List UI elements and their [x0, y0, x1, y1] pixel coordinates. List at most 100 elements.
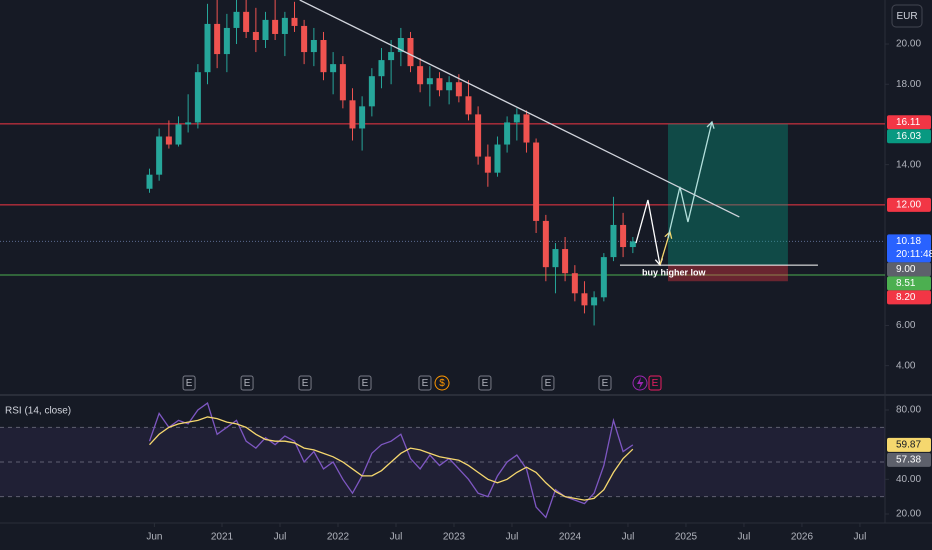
rsi-line [149, 416, 634, 501]
rsi-title: RSI (14, close) [5, 406, 71, 417]
candle-body [397, 37, 404, 53]
event-label: E [602, 378, 609, 389]
candle-body [610, 224, 617, 258]
candle-body [562, 249, 569, 274]
event-icon [478, 375, 492, 391]
price-tag-label: 10.18 [896, 236, 921, 247]
candle-body [194, 72, 201, 123]
x-tick-label: Jul [506, 532, 519, 543]
rsi-pane [0, 402, 885, 519]
arrow-head [706, 120, 715, 129]
candle-body [484, 156, 491, 173]
x-tick-label: 2023 [443, 532, 466, 543]
event-icon [358, 375, 372, 391]
candle-body [591, 297, 598, 306]
candle-body [417, 66, 424, 85]
event-icon [182, 375, 196, 391]
value-tag [887, 437, 931, 452]
y-tick-label: 14.00 [896, 159, 921, 170]
price-tag [887, 234, 931, 263]
price-tag [887, 276, 931, 291]
candle-body [504, 122, 511, 145]
price-tag [887, 262, 931, 277]
candle-body [455, 82, 462, 97]
candle-body [301, 25, 308, 53]
candle-body [214, 23, 221, 55]
currency[interactable]: EUR [896, 11, 917, 22]
candle-body [252, 31, 259, 41]
currency-button[interactable] [891, 4, 923, 28]
x-tick-label: 2024 [559, 532, 582, 543]
x-tick-label: 2022 [327, 532, 350, 543]
value-tag-label: 59.87 [896, 440, 921, 451]
price-tag [887, 129, 931, 144]
price-tag-label: 16.11 [896, 117, 921, 128]
rsi-band-fill [0, 427, 885, 497]
event-label: E [302, 378, 309, 389]
event-icon [418, 375, 432, 391]
x-tick-label: 2025 [675, 532, 698, 543]
x-tick-label: 2021 [211, 532, 234, 543]
event-label: E [422, 378, 429, 389]
x-tick-label: Jul [390, 532, 403, 543]
candle-body [320, 40, 327, 73]
event-icon [541, 375, 555, 391]
event-icon [598, 375, 612, 391]
candle-body [446, 82, 453, 91]
projection [667, 121, 713, 239]
y-tick-label: 20.00 [896, 39, 921, 50]
candle-body [542, 220, 549, 268]
candle-body [581, 293, 588, 306]
price-tag-label: 8.20 [896, 292, 916, 303]
price-tag-label: 8.51 [896, 278, 916, 289]
candle-body [494, 144, 501, 173]
candle-body [620, 224, 627, 248]
event-label: $ [439, 378, 445, 389]
candle-body [233, 11, 240, 28]
candle-body [600, 257, 607, 298]
price-tag-label: 16.03 [896, 131, 921, 142]
candle-body [629, 241, 636, 248]
price-tag-label: 12.00 [896, 199, 921, 210]
value-tag [887, 452, 931, 467]
x-tick-label: Jul [738, 532, 751, 543]
candle-body [339, 64, 346, 101]
candle-body [281, 17, 288, 34]
candle-body [330, 64, 337, 73]
trendline [299, 0, 740, 218]
candle-body [571, 273, 578, 294]
candle-body [388, 52, 395, 61]
y-tick-label: 20.00 [896, 509, 921, 520]
candle-body [426, 78, 433, 85]
event-icon [240, 375, 254, 391]
x-tick-label: Jul [854, 532, 867, 543]
candle-body [310, 40, 317, 53]
event-label: E [545, 378, 552, 389]
candle-body [156, 136, 163, 175]
dividend-icon [637, 377, 644, 389]
candle-body [262, 19, 269, 41]
event-icon [298, 375, 312, 391]
event-label: E [482, 378, 489, 389]
x-tick-label: 2026 [791, 532, 814, 543]
candle-body [465, 96, 472, 115]
price-pane: buy higher low [0, 0, 885, 326]
y-tick-label: 18.00 [896, 79, 921, 90]
candle-body [523, 114, 530, 143]
candle-body [349, 100, 356, 129]
event-icon [648, 375, 662, 391]
y-tick-label: 6.00 [896, 320, 916, 331]
candle-body [204, 23, 211, 73]
x-tick-label: Jul [274, 532, 287, 543]
candle-body [359, 106, 366, 129]
y-tick-label: 80.00 [896, 405, 921, 416]
candle-body [552, 249, 559, 268]
candle-body [291, 17, 298, 26]
price-tag [887, 115, 931, 130]
candle-body [475, 114, 482, 157]
event-label: E [244, 378, 251, 389]
candle-body [165, 136, 172, 145]
x-tick-label: Jul [622, 532, 635, 543]
candle-body [436, 78, 443, 91]
